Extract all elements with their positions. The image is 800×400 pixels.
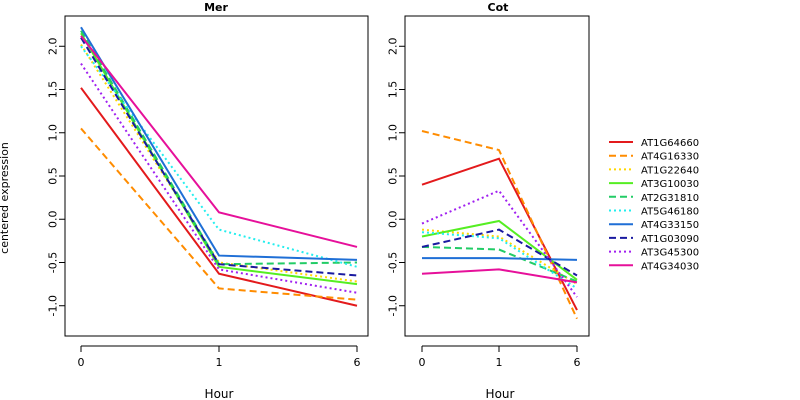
y-tick-label: 0.5 [47,167,60,185]
y-tick-label: -1.0 [47,295,60,316]
series-line-at4g33150 [422,257,578,261]
legend-label: AT3G45300 [641,248,699,259]
series-line-at1g03090 [80,37,358,277]
y-tick-label: 1.5 [47,81,60,99]
x-tick-label: 1 [496,356,503,369]
series-line-at5g46180 [80,45,358,268]
y-tick-label: 2.0 [47,38,60,56]
series-line-at2g31810 [421,245,578,283]
x-axis-title-cot: Hour [486,387,515,400]
x-tick-label: 0 [419,356,426,369]
series-line-at4g34030 [80,35,358,248]
series-line-at1g64660 [421,157,578,311]
x-axis-mer: 0 1 6 [78,345,361,369]
legend-label: AT4G34030 [641,261,699,272]
legend-label: AT5G46180 [641,207,699,218]
y-tick-label: -0.5 [47,252,60,273]
legend-label: AT1G22640 [641,165,699,176]
plot-box-mer [64,15,369,337]
series-line-at3g45300 [80,63,358,294]
y-tick-label: 1.0 [47,124,60,142]
y-tick-label: 0.0 [387,210,400,228]
series-line-at3g45300 [421,189,578,298]
series-line-at5g46180 [421,231,578,290]
legend-label: AT1G03090 [641,234,699,245]
x-tick-label: 6 [574,356,581,369]
panel-title-mer: Mer [204,1,228,14]
y-tick-label: 1.0 [387,124,400,142]
panel-title-cot: Cot [488,1,509,14]
x-tick-label: 1 [216,356,223,369]
y-axis-mer: -1.0 -0.5 0.0 0.5 1.0 1.5 2.0 [47,38,66,316]
series-line-at1g03090 [421,228,578,277]
series-line-at1g64660 [80,87,358,307]
y-axis-cot: -1.0 -0.5 0.0 0.5 1.0 1.5 2.0 [387,38,406,316]
y-tick-label: -0.5 [387,252,400,273]
legend: AT1G64660 AT4G16330 AT1G22640 AT3G10030 AT2G… [609,138,699,272]
legend-label: AT2G31810 [641,193,699,204]
series-line-at4g16330 [421,130,578,320]
x-tick-label: 0 [78,356,85,369]
y-tick-label: -1.0 [387,295,400,316]
series-line-at3g10030 [80,32,358,286]
y-tick-label: 0.0 [47,210,60,228]
series-line-at1g22640 [421,228,578,285]
legend-label: AT4G33150 [641,220,699,231]
y-tick-label: 1.5 [387,81,400,99]
y-axis-title: centered expression [0,142,11,254]
y-tick-label: 0.5 [387,167,400,185]
series-group-mer [80,26,358,307]
series-line-at1g22640 [80,44,358,283]
series-group-cot [421,130,578,320]
legend-label: AT3G10030 [641,179,699,190]
series-line-at4g33150 [80,26,358,261]
x-axis-cot: 0 1 6 [419,345,581,369]
series-line-at2g31810 [80,30,358,266]
series-line-at4g16330 [80,127,358,301]
x-tick-label: 6 [354,356,361,369]
panel-mer: Mer -1.0 -0.5 0.0 0.5 1.0 1.5 2.0 0 1 6 Hour [47,1,369,400]
series-line-at4g34030 [421,268,578,284]
y-tick-label: 2.0 [387,38,400,56]
legend-label: AT4G16330 [641,152,699,163]
legend-label: AT1G64660 [641,138,699,149]
plot-box-cot [404,15,590,337]
panel-cot: Cot -1.0 -0.5 0.0 0.5 1.0 1.5 2.0 0 1 6 Hour [387,1,590,400]
x-axis-title-mer: Hour [205,387,234,400]
